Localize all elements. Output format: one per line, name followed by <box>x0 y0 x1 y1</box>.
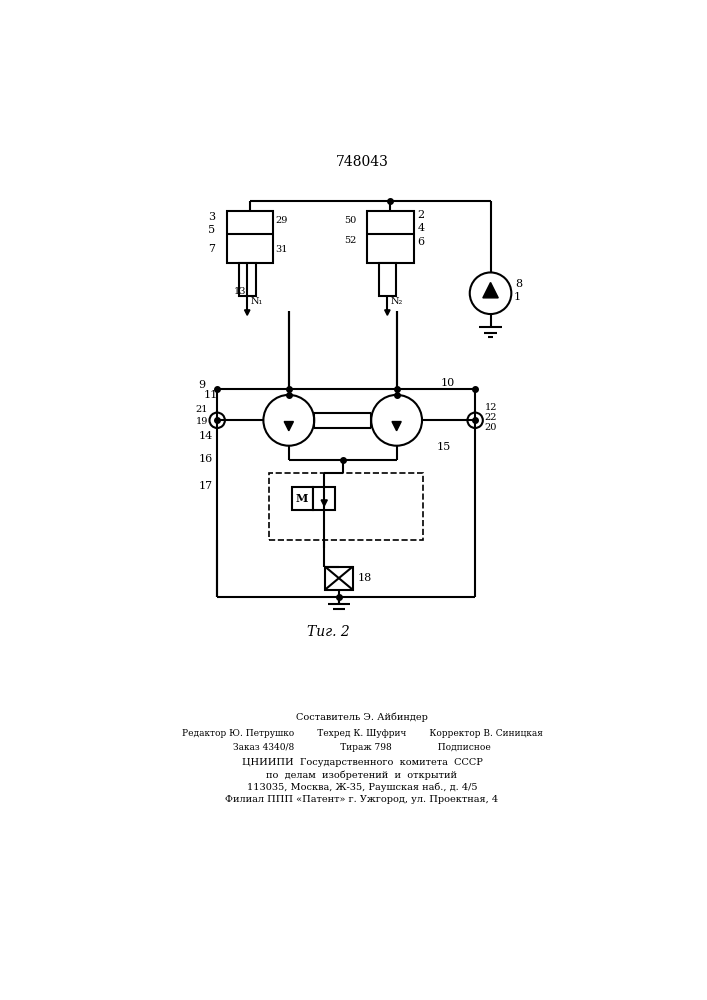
Text: 18: 18 <box>358 573 373 583</box>
Text: 7: 7 <box>208 244 215 254</box>
Polygon shape <box>284 422 293 431</box>
Text: N₂: N₂ <box>390 297 403 306</box>
Text: 10: 10 <box>440 378 455 388</box>
Text: Τиг. 2: Τиг. 2 <box>308 625 350 639</box>
Circle shape <box>469 272 511 314</box>
Text: 9: 9 <box>199 380 206 390</box>
Text: 113035, Москва, Ж-35, Раушская наб., д. 4/5: 113035, Москва, Ж-35, Раушская наб., д. … <box>247 783 477 792</box>
Text: 11: 11 <box>204 390 218 400</box>
Text: 6: 6 <box>417 237 424 247</box>
Bar <box>292 487 313 510</box>
Text: 12: 12 <box>484 403 497 412</box>
Circle shape <box>264 395 314 446</box>
Polygon shape <box>385 310 390 315</box>
Text: 17: 17 <box>199 481 213 491</box>
Text: M: M <box>296 493 308 504</box>
Bar <box>239 263 256 296</box>
Polygon shape <box>245 310 250 315</box>
Bar <box>325 567 353 590</box>
Circle shape <box>371 395 422 446</box>
Text: Заказ 4340/8                Тираж 798                Подписное: Заказ 4340/8 Тираж 798 Подписное <box>233 743 491 752</box>
Text: Филиал ППП «Патент» г. Ужгород, ул. Проектная, 4: Филиал ППП «Патент» г. Ужгород, ул. Прое… <box>226 795 498 804</box>
Text: 31: 31 <box>276 245 288 254</box>
Text: N₁: N₁ <box>250 297 263 306</box>
Text: Редактор Ю. Петрушко        Техред К. Шуфрич        Корректор В. Синицкая: Редактор Ю. Петрушко Техред К. Шуфрич Ко… <box>182 729 542 738</box>
Bar <box>379 263 396 296</box>
Text: 14: 14 <box>199 431 213 441</box>
Text: 21: 21 <box>196 405 208 414</box>
Text: 13: 13 <box>233 287 246 296</box>
Text: 52: 52 <box>344 236 356 245</box>
Text: 22: 22 <box>484 413 497 422</box>
Bar <box>313 487 335 510</box>
Polygon shape <box>321 500 327 506</box>
Text: Составитель Э. Айбиндер: Составитель Э. Айбиндер <box>296 712 428 722</box>
Bar <box>368 211 414 263</box>
Text: 5: 5 <box>208 225 215 235</box>
Polygon shape <box>483 282 498 298</box>
Text: 19: 19 <box>196 417 208 426</box>
Text: 29: 29 <box>276 216 288 225</box>
Text: 4: 4 <box>417 223 424 233</box>
Text: 50: 50 <box>344 216 356 225</box>
Text: 1: 1 <box>514 292 521 302</box>
Text: 20: 20 <box>484 424 497 432</box>
Circle shape <box>209 413 225 428</box>
Text: 2: 2 <box>417 210 424 220</box>
Polygon shape <box>392 422 402 431</box>
Bar <box>227 211 274 263</box>
Text: 8: 8 <box>515 279 522 289</box>
Text: 15: 15 <box>437 442 451 452</box>
Text: 16: 16 <box>199 454 213 464</box>
Text: 748043: 748043 <box>336 155 388 169</box>
Text: по  делам  изобретений  и  открытий: по делам изобретений и открытий <box>267 771 457 780</box>
Bar <box>269 473 423 540</box>
Text: 3: 3 <box>208 212 215 222</box>
Text: ЦНИИПИ  Государственного  комитета  СССР: ЦНИИПИ Государственного комитета СССР <box>242 758 482 767</box>
Circle shape <box>467 413 483 428</box>
